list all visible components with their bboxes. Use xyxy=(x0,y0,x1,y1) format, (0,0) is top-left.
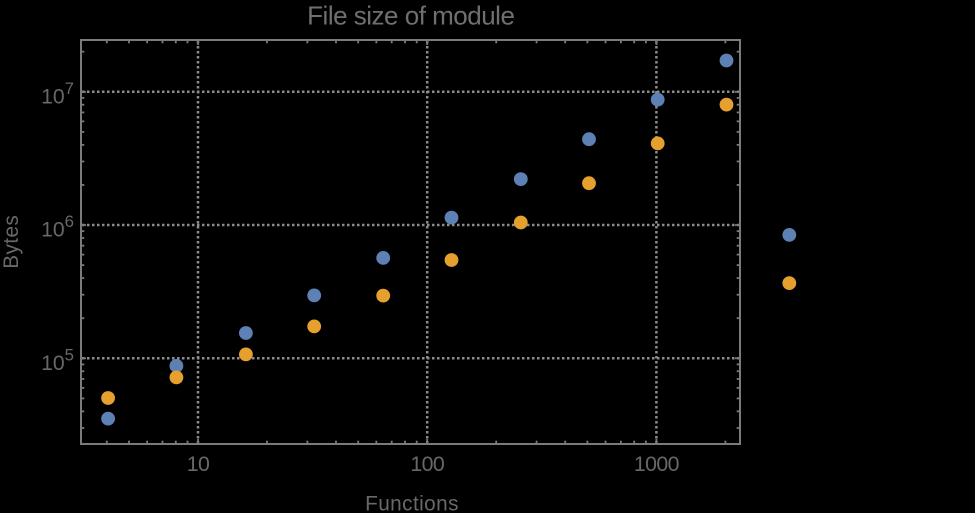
svg-text:Functions: Functions xyxy=(365,493,459,513)
svg-text:106: 106 xyxy=(41,212,74,241)
svg-text:1000: 1000 xyxy=(634,452,680,476)
svg-text:10: 10 xyxy=(187,452,210,476)
svg-text:107: 107 xyxy=(41,79,74,108)
svg-text:File size of module: File size of module xyxy=(307,1,514,31)
svg-text:105: 105 xyxy=(41,345,74,374)
svg-text:Bytes: Bytes xyxy=(0,215,23,269)
svg-text:100: 100 xyxy=(410,452,444,476)
